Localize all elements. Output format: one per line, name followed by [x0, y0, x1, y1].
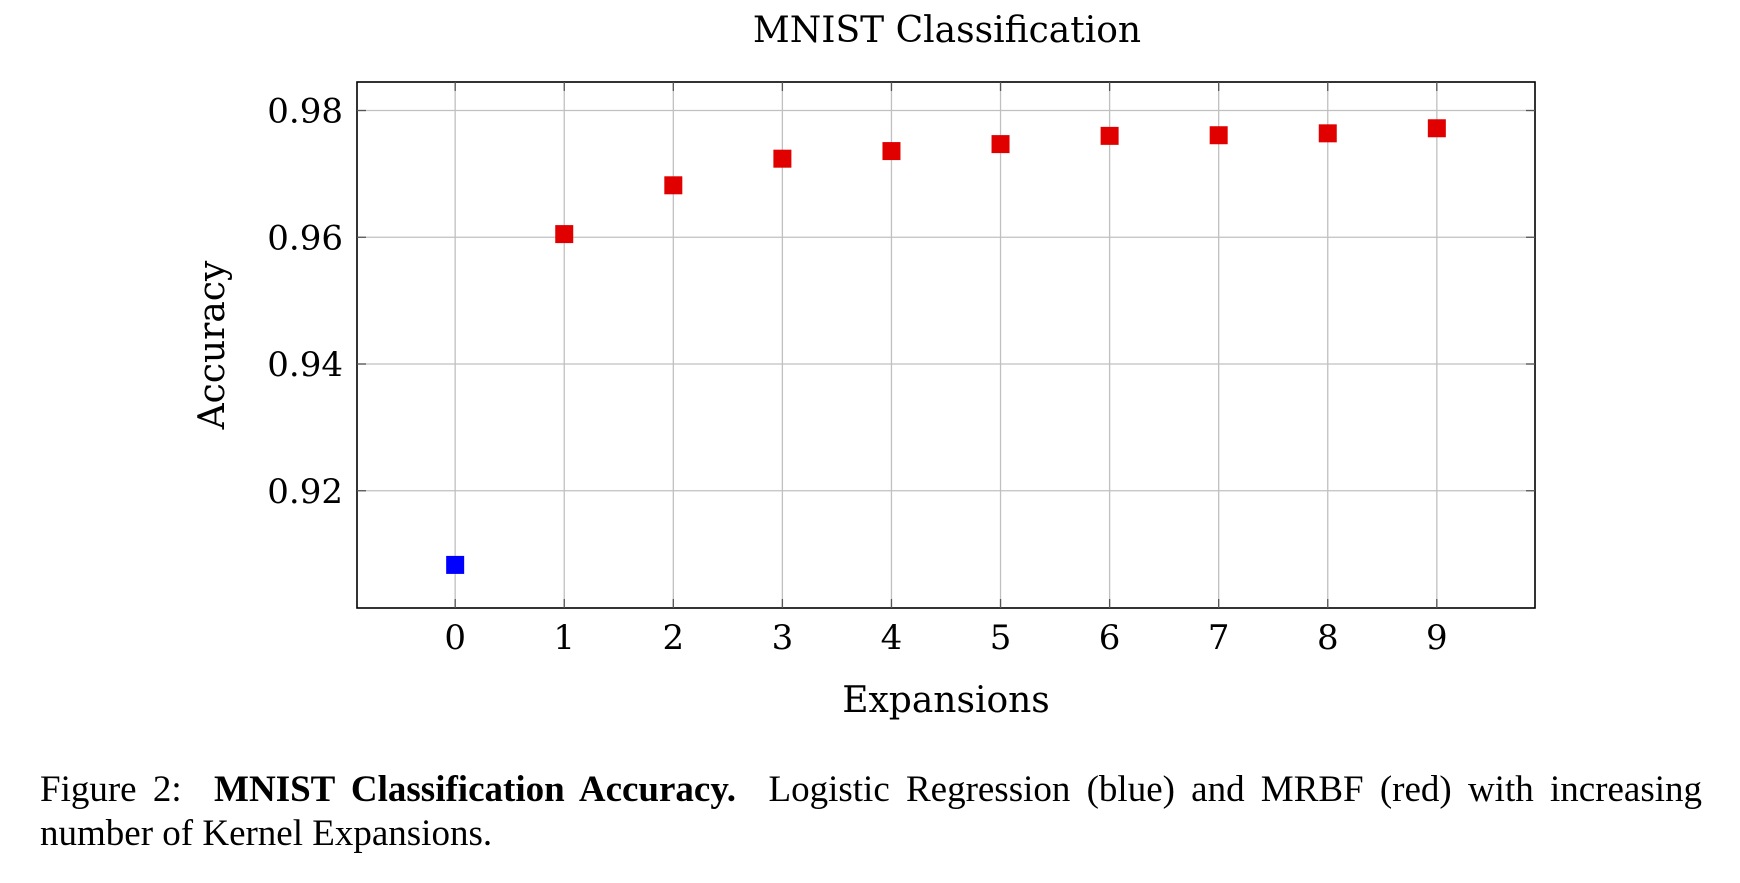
x-tick-label: 6 — [1099, 618, 1121, 658]
plot-frame — [356, 81, 1536, 609]
data-points — [446, 119, 1446, 574]
data-point-series-2 — [1100, 126, 1119, 145]
caption-text: Logistic Regression (blue) and MRBF (red… — [40, 769, 1702, 854]
x-tick-label: 8 — [1317, 618, 1339, 658]
x-tick-label: 7 — [1208, 618, 1230, 658]
x-axis-ticks: 0 1 2 3 4 5 6 7 8 9 — [444, 82, 1448, 658]
y-tick-label: 0.94 — [267, 345, 343, 385]
y-tick-label: 0.96 — [267, 218, 343, 258]
x-tick-label: 1 — [553, 618, 575, 658]
x-tick-label: 9 — [1426, 618, 1448, 658]
grid — [357, 82, 1535, 608]
y-axis-ticks: 0.92 0.94 0.96 0.98 — [267, 92, 1535, 512]
x-tick-label: 0 — [444, 618, 466, 658]
data-point-series-1 — [446, 555, 465, 574]
data-point-series-2 — [1209, 126, 1228, 145]
figure-caption: Figure 2: MNIST Classification Accuracy.… — [40, 768, 1702, 856]
caption-prefix: Figure 2: — [40, 769, 182, 810]
y-tick-label: 0.98 — [267, 92, 343, 132]
data-point-series-2 — [555, 225, 574, 244]
y-tick-label: 0.92 — [267, 472, 343, 512]
chart: MNIST Classification 0.92 0.94 0.96 0.98 0 1… — [192, 10, 1536, 721]
data-point-series-2 — [991, 135, 1010, 154]
caption-bold: MNIST Classification Accuracy. — [214, 769, 737, 810]
y-axis-label: Accuracy — [192, 260, 233, 430]
x-tick-label: 5 — [990, 618, 1012, 658]
x-tick-label: 2 — [662, 618, 684, 658]
x-axis-label: Expansions — [842, 680, 1050, 721]
chart-title: MNIST Classification — [753, 10, 1141, 51]
data-point-series-2 — [1427, 119, 1446, 138]
data-point-series-2 — [1318, 124, 1337, 143]
data-point-series-2 — [773, 149, 792, 168]
x-tick-label: 4 — [881, 618, 903, 658]
data-point-series-2 — [882, 142, 901, 161]
x-tick-label: 3 — [772, 618, 794, 658]
data-point-series-2 — [664, 176, 683, 195]
